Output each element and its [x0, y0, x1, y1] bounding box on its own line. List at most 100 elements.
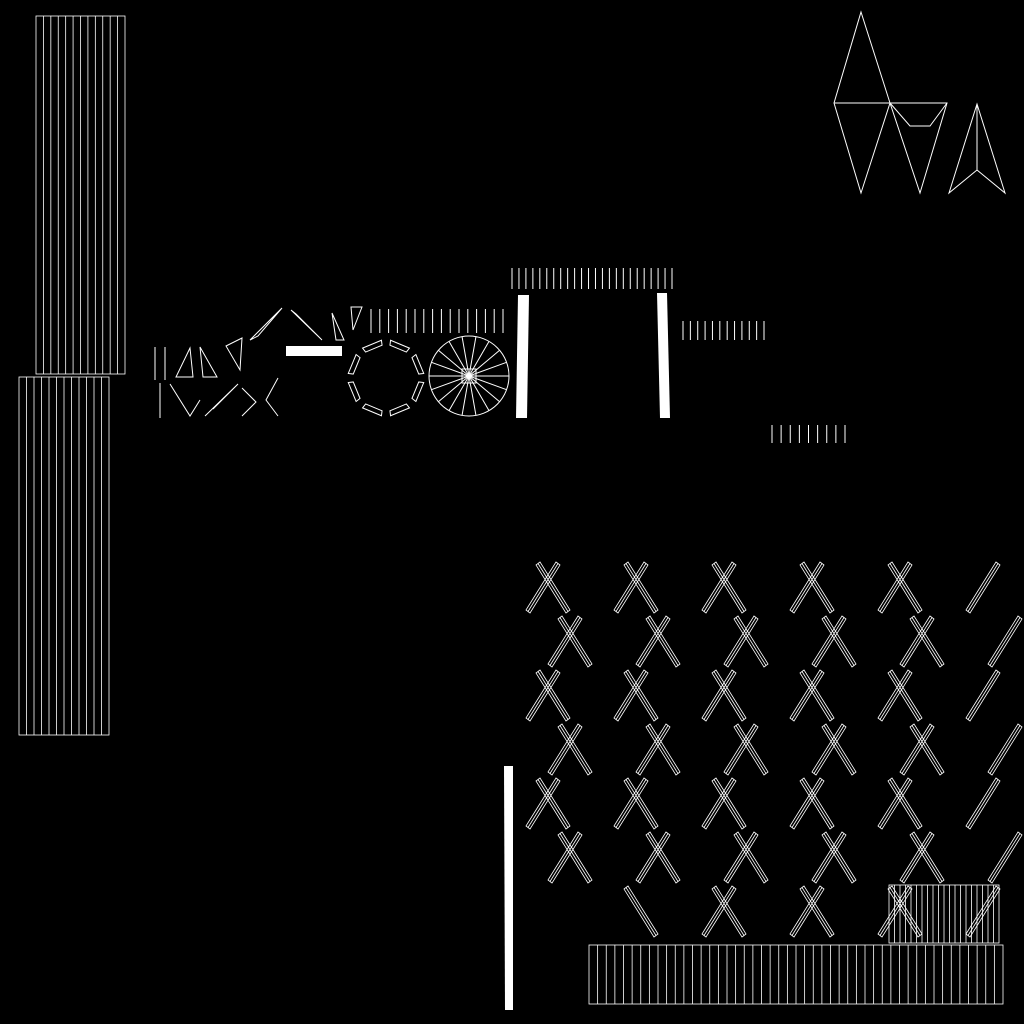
chevron-slat	[701, 777, 737, 830]
spoked-disc	[428, 335, 510, 417]
chevron-slat	[547, 723, 583, 776]
chevron-slat-line	[713, 779, 745, 828]
chevron-slat	[965, 669, 1001, 722]
chevron-slat	[899, 723, 935, 776]
chevron-slat-line	[901, 617, 933, 666]
chevron-slat	[987, 831, 1023, 884]
ring-segment	[411, 353, 425, 375]
chevron-slat-line	[625, 779, 657, 828]
chevron-slat-line	[713, 563, 745, 612]
chevron-slat-line	[703, 887, 735, 936]
chevron-slat-line	[989, 617, 1021, 666]
chevron-slat	[811, 615, 847, 668]
disc-spoke	[468, 341, 490, 377]
chevron-slat-line	[625, 671, 657, 720]
chevron-slat	[789, 669, 825, 722]
chevron-slat-line	[879, 671, 911, 720]
chevron-slat	[701, 885, 737, 938]
chevron-slat-line	[901, 725, 933, 774]
chevron-slat-line	[791, 887, 823, 936]
chevron-slat-line	[725, 617, 757, 666]
disc-spoke	[448, 341, 470, 377]
ring-segment	[389, 339, 411, 353]
disc-spoke	[468, 375, 500, 403]
strip-grid-bottom	[588, 944, 1004, 1005]
chevron-slat	[613, 669, 649, 722]
chevron-slat	[887, 777, 923, 830]
disc-spoke	[468, 349, 500, 377]
chevron-slat-line	[813, 833, 845, 882]
chevron-slat-line	[791, 563, 823, 612]
disc-spoke	[438, 349, 470, 377]
chevron-slat-line	[823, 833, 855, 882]
chevron-slat	[557, 615, 593, 668]
chevron-slat	[711, 561, 747, 614]
chevron-slat-line	[967, 671, 999, 720]
chevron-slat	[557, 831, 593, 884]
chevron-slat-line	[889, 563, 921, 612]
chevron-slat	[987, 723, 1023, 776]
ring-segment	[347, 353, 361, 375]
chevron-slat-line	[989, 833, 1021, 882]
chevron-slat	[623, 777, 659, 830]
chevron-slat-line	[725, 833, 757, 882]
chevron-slat-line	[559, 617, 591, 666]
chevron-slat	[909, 615, 945, 668]
chevron-slat-line	[791, 779, 823, 828]
chevron-slat-line	[889, 671, 921, 720]
chevron-slat-line	[813, 725, 845, 774]
ring-shape	[347, 339, 425, 417]
disc-spoke	[468, 361, 507, 377]
filled-bar-vertical-c	[504, 766, 513, 1010]
chevron-slat-line	[637, 833, 669, 882]
fragment-tri-c	[225, 337, 243, 372]
chevron-slat-line	[725, 725, 757, 774]
chevron-slat-line	[703, 563, 735, 612]
chevron-slat	[887, 669, 923, 722]
disc-spoke	[468, 375, 490, 411]
chevron-slat-line	[911, 617, 943, 666]
chevron-slat-line	[735, 833, 767, 882]
chevron-slat	[821, 723, 857, 776]
chevron-slat	[733, 615, 769, 668]
chevron-slat-line	[911, 833, 943, 882]
kite-middle	[889, 102, 948, 195]
fragment-v-a	[169, 383, 201, 417]
chevron-slat-line	[537, 779, 569, 828]
chevron-slat-line	[625, 887, 657, 936]
chevron-slat	[733, 831, 769, 884]
chevron-slat	[635, 615, 671, 668]
chevron-slat	[789, 561, 825, 614]
chevron-slat-line	[889, 779, 921, 828]
fragment-blade-b	[290, 309, 323, 341]
chevron-slat-line	[549, 617, 581, 666]
disc-hub	[461, 368, 477, 384]
chevron-slat-line	[527, 671, 559, 720]
kite-middle-notch	[889, 102, 948, 127]
chevron-slat-line	[735, 617, 767, 666]
chevron-slat	[887, 885, 923, 938]
chevron-slat	[711, 669, 747, 722]
chevron-slat-line	[713, 887, 745, 936]
chevron-slat	[525, 561, 561, 614]
chevron-slat	[909, 723, 945, 776]
chevron-slat-line	[559, 725, 591, 774]
chevron-slat-line	[637, 725, 669, 774]
fragment-x-b	[265, 377, 279, 417]
chevron-slat-line	[879, 563, 911, 612]
chevron-slat	[965, 777, 1001, 830]
chevron-slat	[623, 885, 659, 938]
chevron-slat-line	[735, 725, 767, 774]
chevron-slat	[525, 777, 561, 830]
chevron-slat-line	[527, 563, 559, 612]
chevron-slat	[799, 885, 835, 938]
tick-row-right	[682, 321, 765, 340]
chevron-slat	[887, 561, 923, 614]
tick-row-lower-right	[771, 425, 846, 443]
chevron-slat-line	[615, 671, 647, 720]
chevron-slat	[909, 831, 945, 884]
chevron-slat-line	[713, 671, 745, 720]
disc-spoke	[448, 375, 470, 411]
chevron-slat-line	[625, 563, 657, 612]
